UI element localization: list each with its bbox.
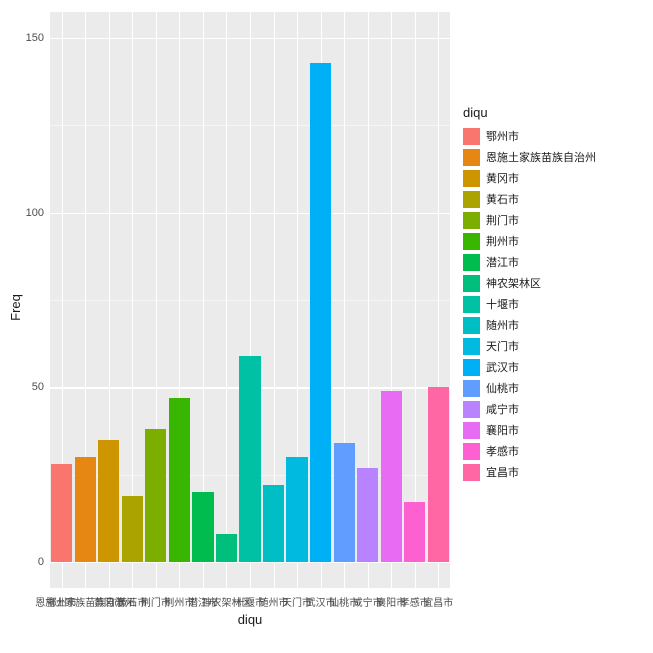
- legend-item: 天门市: [463, 336, 596, 356]
- legend-item: 荆门市: [463, 210, 596, 230]
- x-tick-label: 宜昌市: [423, 594, 453, 609]
- legend-item: 黄石市: [463, 189, 596, 209]
- legend-key: [463, 191, 480, 208]
- legend-key: [463, 254, 480, 271]
- plot-panel: [50, 12, 450, 588]
- bar: [286, 457, 307, 562]
- legend-label: 孝感市: [486, 443, 519, 459]
- legend-label: 荆州市: [486, 233, 519, 249]
- bar: [75, 457, 96, 562]
- legend-key: [463, 338, 480, 355]
- legend-label: 鄂州市: [486, 128, 519, 144]
- y-tick-label: 0: [14, 556, 44, 568]
- legend-item: 随州市: [463, 315, 596, 335]
- legend-label: 十堰市: [486, 296, 519, 312]
- legend-item: 仙桃市: [463, 378, 596, 398]
- legend-item: 咸宁市: [463, 399, 596, 419]
- legend-key: [463, 170, 480, 187]
- bar: [310, 63, 331, 562]
- legend-label: 随州市: [486, 317, 519, 333]
- bar: [334, 443, 355, 562]
- bar: [98, 440, 119, 562]
- legend-label: 仙桃市: [486, 380, 519, 396]
- bar: [145, 429, 166, 562]
- legend-key: [463, 212, 480, 229]
- legend-key: [463, 380, 480, 397]
- legend-label: 武汉市: [486, 359, 519, 375]
- legend-item: 荆州市: [463, 231, 596, 251]
- y-tick-label: 50: [14, 381, 44, 393]
- bar: [428, 387, 449, 562]
- legend-item: 十堰市: [463, 294, 596, 314]
- bar: [169, 398, 190, 562]
- legend-item: 神农架林区: [463, 273, 596, 293]
- y-tick-label: 100: [14, 207, 44, 219]
- bar: [404, 502, 425, 561]
- bar: [357, 468, 378, 562]
- bar: [192, 492, 213, 562]
- legend-key: [463, 128, 480, 145]
- legend-key: [463, 422, 480, 439]
- bar-chart: 0 50 100 150 鄂州市恩施土家族苗族自治州黄冈市黄石市荆门市荆州市潜江市神农…: [0, 0, 653, 653]
- legend-label: 黄石市: [486, 191, 519, 207]
- legend-key: [463, 275, 480, 292]
- legend-key: [463, 149, 480, 166]
- legend-item: 武汉市: [463, 357, 596, 377]
- bar: [381, 391, 402, 562]
- legend-item: 潜江市: [463, 252, 596, 272]
- legend-key: [463, 359, 480, 376]
- legend-key: [463, 443, 480, 460]
- legend-item: 黄冈市: [463, 168, 596, 188]
- legend-label: 恩施土家族苗族自治州: [486, 149, 596, 165]
- legend-item: 襄阳市: [463, 420, 596, 440]
- y-axis-label: Freq: [8, 294, 23, 321]
- legend-key: [463, 464, 480, 481]
- legend-label: 神农架林区: [486, 275, 541, 291]
- legend-label: 宜昌市: [486, 464, 519, 480]
- bar: [122, 496, 143, 562]
- legend-label: 黄冈市: [486, 170, 519, 186]
- bar: [239, 356, 260, 562]
- legend-label: 襄阳市: [486, 422, 519, 438]
- legend: diqu 鄂州市恩施土家族苗族自治州黄冈市黄石市荆门市荆州市潜江市神农架林区十堰…: [463, 105, 596, 483]
- legend-key: [463, 317, 480, 334]
- legend-item: 孝感市: [463, 441, 596, 461]
- legend-key: [463, 401, 480, 418]
- legend-label: 潜江市: [486, 254, 519, 270]
- legend-title: diqu: [463, 105, 596, 120]
- legend-label: 天门市: [486, 338, 519, 354]
- legend-key: [463, 296, 480, 313]
- legend-item: 宜昌市: [463, 462, 596, 482]
- y-tick-label: 150: [14, 32, 44, 44]
- bar: [263, 485, 284, 562]
- bar: [216, 534, 237, 562]
- legend-key: [463, 233, 480, 250]
- legend-label: 荆门市: [486, 212, 519, 228]
- legend-item: 鄂州市: [463, 126, 596, 146]
- legend-item: 恩施土家族苗族自治州: [463, 147, 596, 167]
- legend-label: 咸宁市: [486, 401, 519, 417]
- bar: [51, 464, 72, 562]
- x-axis-label: diqu: [230, 612, 270, 627]
